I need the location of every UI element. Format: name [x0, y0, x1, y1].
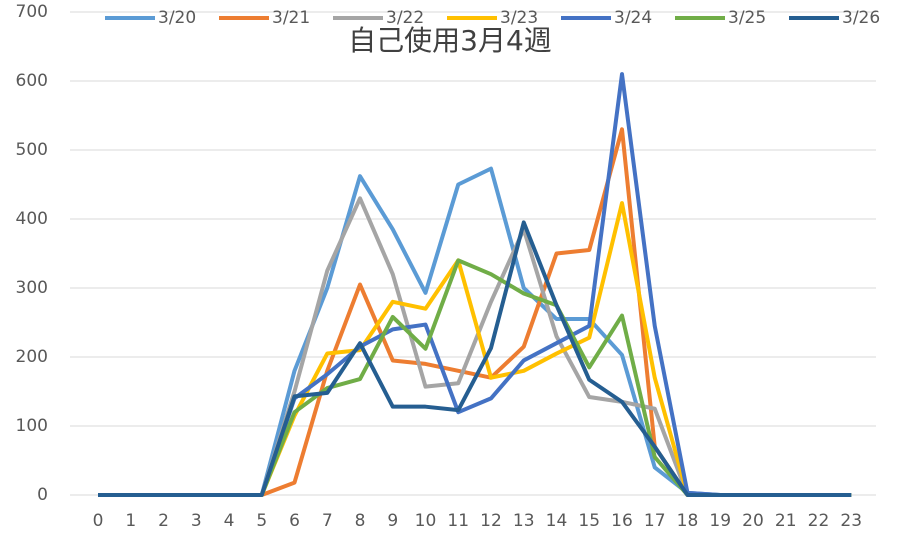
x-tick-label: 7 [322, 511, 333, 531]
y-tick-label: 100 [16, 416, 48, 436]
x-tick-label: 6 [289, 511, 300, 531]
x-tick-label: 18 [677, 511, 699, 531]
x-tick-label: 14 [546, 511, 568, 531]
y-tick-label: 500 [16, 140, 48, 160]
y-tick-label: 400 [16, 209, 48, 229]
x-tick-label: 5 [256, 511, 267, 531]
x-tick-label: 9 [387, 511, 398, 531]
x-tick-label: 2 [158, 511, 169, 531]
legend-label: 3/22 [386, 8, 424, 28]
x-tick-label: 20 [742, 511, 764, 531]
chart-title: 自己使用3月4週 [348, 24, 552, 57]
x-tick-label: 3 [191, 511, 202, 531]
x-tick-label: 0 [93, 511, 104, 531]
x-tick-label: 19 [709, 511, 731, 531]
x-tick-label: 15 [578, 511, 600, 531]
series-line [98, 201, 852, 497]
x-tick-label: 11 [447, 511, 469, 531]
y-tick-label: 0 [37, 485, 48, 505]
x-tick-label: 4 [224, 511, 235, 531]
x-tick-label: 22 [808, 511, 830, 531]
x-tick-label: 12 [480, 511, 502, 531]
series-line [98, 220, 852, 497]
legend-label: 3/20 [158, 8, 196, 28]
series-line [98, 196, 852, 497]
y-tick-label: 200 [16, 347, 48, 367]
y-tick-label: 300 [16, 278, 48, 298]
legend-label: 3/23 [500, 8, 538, 28]
y-tick-label: 600 [16, 71, 48, 91]
x-tick-label: 17 [644, 511, 666, 531]
x-tick-label: 23 [840, 511, 862, 531]
x-tick-label: 1 [125, 511, 136, 531]
legend-label: 3/25 [728, 8, 766, 28]
x-tick-label: 13 [513, 511, 535, 531]
legend-label: 3/21 [272, 8, 310, 28]
y-tick-label: 700 [16, 2, 48, 22]
x-tick-label: 8 [355, 511, 366, 531]
x-tick-label: 16 [611, 511, 633, 531]
x-tick-label: 10 [415, 511, 437, 531]
x-tick-label: 21 [775, 511, 797, 531]
legend-label: 3/26 [842, 8, 880, 28]
legend-label: 3/24 [614, 8, 652, 28]
series-line [98, 72, 852, 497]
series-line [98, 166, 852, 497]
